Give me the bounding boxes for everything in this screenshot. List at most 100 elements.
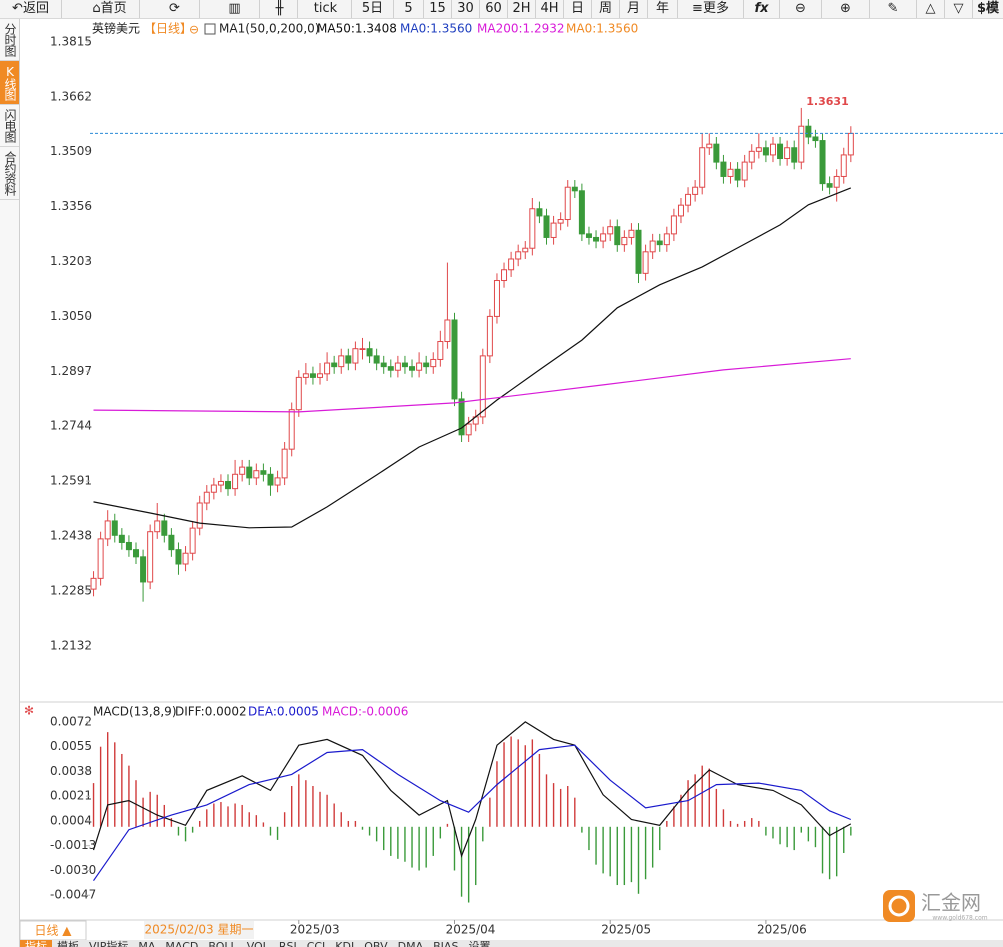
period-tab[interactable] [20, 920, 87, 940]
candle-body [232, 473, 239, 490]
logo [883, 890, 915, 922]
chart-button[interactable]: ▥ [210, 0, 260, 18]
period-tab-label[interactable]: 日线 ▲ [34, 924, 72, 938]
candle-body [536, 208, 543, 217]
candle-body [104, 520, 111, 540]
bottom-tab[interactable]: 指标 [20, 940, 52, 947]
candle-body [267, 473, 274, 486]
candle-body [161, 520, 168, 536]
tab[interactable]: 闪电图 [0, 105, 19, 147]
period-button[interactable]: 60 [480, 0, 508, 18]
candle-body [394, 362, 401, 371]
period-button[interactable]: 5日 [352, 0, 394, 18]
candle-body [281, 448, 288, 479]
bottom-tab[interactable]: VIP指标 [89, 940, 129, 947]
candle-body [465, 423, 472, 436]
bottom-tab[interactable]: KDJ [335, 940, 355, 947]
down-button[interactable]: ▽ [945, 0, 973, 18]
bottom-tab[interactable]: MACD [165, 940, 199, 947]
more-button[interactable]: ≡更多 [678, 0, 744, 18]
bottom-tab[interactable]: VOL [246, 940, 269, 947]
candle-body [720, 161, 727, 177]
refresh-button[interactable]: ⟳ [150, 0, 200, 18]
y-tick-label: 0.0038 [50, 764, 92, 778]
tab[interactable]: 合约资料 [0, 147, 19, 200]
candle-body [798, 125, 805, 163]
candle-body [140, 556, 147, 583]
candle-body [508, 258, 515, 271]
legend-entry: DEA:0.0005 [248, 705, 319, 719]
candle-body [437, 341, 444, 360]
x-tick-label: 2025/06 [757, 923, 807, 937]
period-button[interactable]: 月 [620, 0, 648, 18]
candle-body [593, 236, 600, 242]
bottom-tab[interactable]: CCI [306, 940, 326, 947]
tab[interactable]: 分时图 [0, 19, 19, 61]
candle-body [557, 219, 564, 224]
cursor-label: 2025/02/03 星期一 [145, 923, 254, 937]
bottom-tab[interactable]: 设置 [468, 940, 491, 947]
macd-icon[interactable]: ✻ [24, 704, 34, 718]
tab-active[interactable]: K线图 [0, 61, 19, 105]
period-button[interactable]: 周 [592, 0, 620, 18]
candle-body [564, 186, 571, 221]
candle-body [656, 240, 663, 246]
period-button[interactable]: 30 [452, 0, 480, 18]
candle-body [833, 175, 840, 188]
y-tick-label: 1.2285 [50, 583, 92, 597]
candle-button[interactable]: ╫ [262, 0, 298, 18]
candle-body [317, 373, 324, 378]
draw-button[interactable]: ✎ [870, 0, 917, 18]
back-button[interactable]: ↶返回 [0, 0, 62, 18]
period-button[interactable]: tick [300, 0, 352, 18]
candle-body [706, 143, 713, 149]
up-button[interactable]: △ [917, 0, 945, 18]
formula-button[interactable]: fx [744, 0, 780, 18]
candle-body [628, 229, 635, 238]
candle-body [338, 355, 345, 368]
period-button[interactable]: 5 [394, 0, 424, 18]
bottom-tab[interactable]: 模板 [57, 940, 79, 947]
candle-body [677, 204, 684, 217]
candle-body [600, 233, 607, 242]
chart-title: 英镑美元 [92, 21, 140, 36]
period-button[interactable]: 日 [564, 0, 592, 18]
candle-body [784, 147, 791, 160]
candle-body [741, 161, 748, 181]
candle-body [727, 168, 734, 177]
candle-body [713, 143, 720, 163]
template-button[interactable]: $模 [976, 1, 1000, 16]
sidebar: 分时图 K线图 闪电图 合约资料 [0, 19, 20, 947]
period-button[interactable]: 4H [536, 0, 564, 18]
candle-body [430, 358, 437, 368]
bottom-tab[interactable]: OBV [364, 940, 388, 947]
period-button[interactable]: 年 [648, 0, 678, 18]
period-button[interactable]: 2H [508, 0, 536, 18]
settings-icon[interactable] [204, 23, 216, 35]
bottom-tab[interactable]: DMA [397, 940, 424, 947]
bottom-tab[interactable]: RSI [278, 940, 297, 947]
home-button[interactable]: ⌂首页 [80, 0, 140, 18]
candle-body [345, 355, 352, 364]
bottom-tab[interactable]: BOLL [208, 940, 237, 947]
legend-entry: DIFF:0.0002 [175, 705, 247, 719]
candle-body [515, 251, 522, 260]
watermark: 汇金网 [921, 891, 981, 915]
candle-body [416, 362, 423, 371]
candle-body [614, 226, 621, 246]
legend-entry: MA50:1.3408 [317, 22, 397, 36]
y-tick-label: 0.0004 [50, 813, 92, 827]
bottom-tab[interactable]: BIAS [433, 940, 459, 947]
candle-body [118, 534, 125, 543]
y-tick-label: 1.3203 [50, 254, 92, 268]
zoom-in-button[interactable]: ⊕ [822, 0, 870, 18]
candle-body [366, 348, 373, 357]
zoom-out-button[interactable]: ⊖ [780, 0, 822, 18]
y-tick-label: 1.2744 [50, 419, 92, 433]
period-button[interactable]: 15 [424, 0, 452, 18]
candle-body [210, 484, 217, 493]
candle-body [352, 348, 359, 364]
bottom-tab[interactable]: MA [138, 940, 156, 947]
collapse-icon[interactable]: ⊖ [189, 23, 199, 37]
watermark-url: www.gold678.com [932, 915, 987, 922]
